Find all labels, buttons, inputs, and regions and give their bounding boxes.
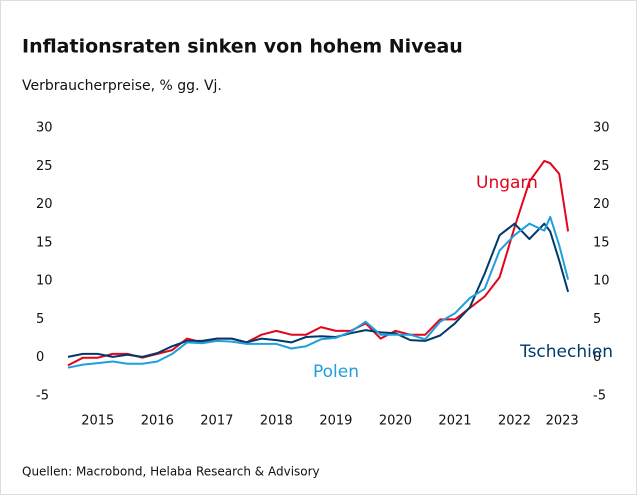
x-tick-label: 2017 <box>200 414 233 429</box>
y-tick-label: 25 <box>36 159 53 174</box>
y2-tick-label: 20 <box>593 197 610 212</box>
x-tick-label: 2023 <box>546 414 579 429</box>
x-tick-label: 2020 <box>379 414 412 429</box>
y2-tick-label: 25 <box>593 159 610 174</box>
series-label: Ungarn <box>476 173 538 193</box>
series-label: Polen <box>313 362 359 382</box>
source: Quellen: Macrobond, Helaba Research & Ad… <box>22 465 320 479</box>
y2-tick-label: 10 <box>593 274 610 289</box>
chart-title: Inflationsraten sinken von hohem Niveau <box>22 36 463 58</box>
series-line <box>67 222 570 358</box>
y-tick-label: 5 <box>36 312 44 327</box>
y-tick-label: 15 <box>36 235 53 250</box>
y-tick-label: -5 <box>36 389 49 404</box>
x-tick-label: 2022 <box>498 414 531 429</box>
series-line <box>67 215 570 369</box>
x-tick-label: 2015 <box>81 414 114 429</box>
x-tick-label: 2019 <box>319 414 352 429</box>
y2-tick-label: 5 <box>593 312 601 327</box>
y-tick-label: 10 <box>36 274 53 289</box>
y2-tick-label: 15 <box>593 235 610 250</box>
y-tick-label: 30 <box>36 121 53 136</box>
y-tick-label: 20 <box>36 197 53 212</box>
y2-tick-label: 30 <box>593 121 610 136</box>
y-tick-label: 0 <box>36 350 44 365</box>
chart-subtitle: Verbraucherpreise, % gg. Vj. <box>22 78 222 94</box>
series-label: Tschechien <box>519 342 613 362</box>
x-tick-label: 2016 <box>141 414 174 429</box>
x-tick-label: 2021 <box>438 414 471 429</box>
y2-tick-label: -5 <box>593 389 606 404</box>
y2-tick-label: 0 <box>593 350 601 365</box>
x-tick-label: 2018 <box>260 414 293 429</box>
